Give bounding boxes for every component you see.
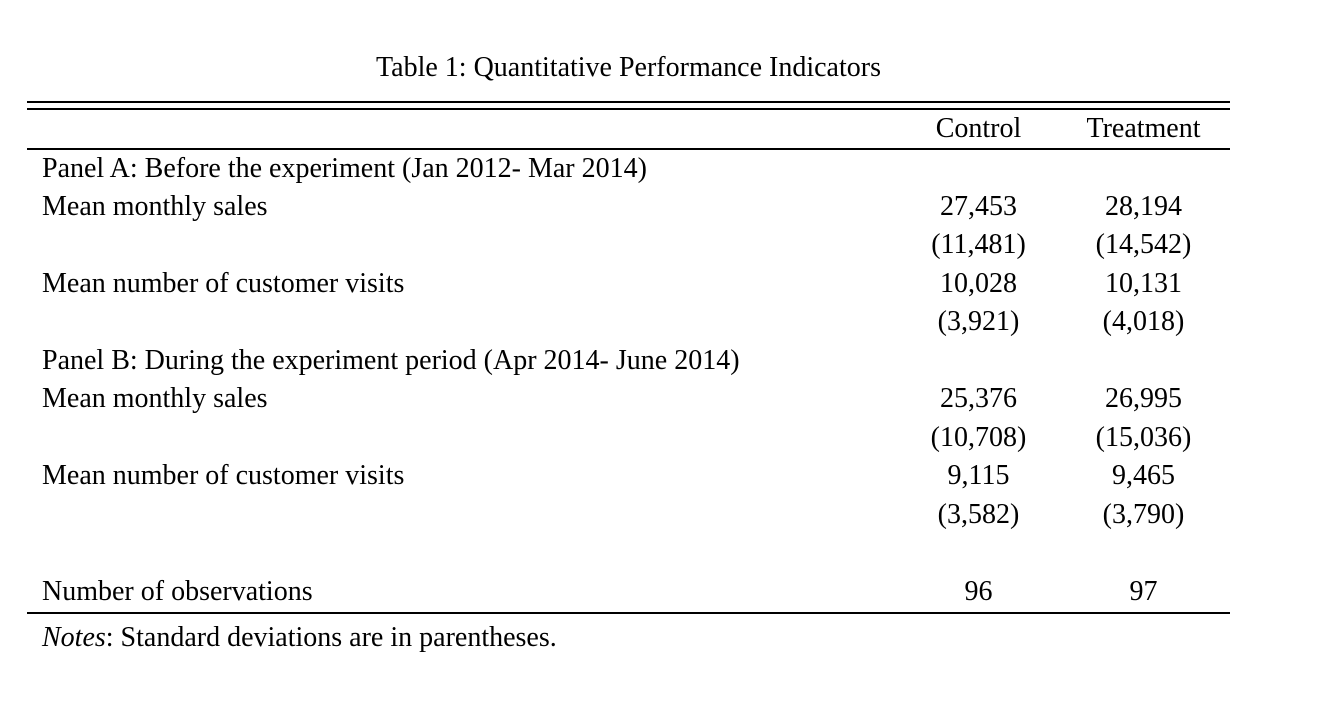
treatment-observations: 97 bbox=[1129, 576, 1158, 608]
row-label: Mean monthly sales bbox=[42, 383, 268, 415]
treatment-value: 26,995 bbox=[1105, 383, 1182, 415]
panel-b-header-row: Panel B: During the experiment period (A… bbox=[27, 342, 1230, 381]
performance-indicators-table: Control Treatment Panel A: Before the ex… bbox=[27, 110, 1230, 612]
treatment-sd-value: (14,542) bbox=[1095, 229, 1192, 261]
treatment-sd-value: (3,790) bbox=[1102, 498, 1185, 530]
observations-row: Number of observations 96 97 bbox=[27, 573, 1230, 612]
column-header-row: Control Treatment bbox=[27, 110, 1230, 150]
control-value: 10,028 bbox=[940, 267, 1017, 299]
row-label: Number of observations bbox=[42, 576, 313, 608]
treatment-value: 9,465 bbox=[1112, 460, 1175, 492]
row-label: Mean number of customer visits bbox=[42, 267, 405, 299]
panel-a-header-row: Panel A: Before the experiment (Jan 2012… bbox=[27, 149, 1230, 188]
control-observations: 96 bbox=[964, 576, 993, 608]
control-value: 25,376 bbox=[940, 383, 1017, 415]
row-label: Mean monthly sales bbox=[42, 190, 268, 222]
control-sd-value: (11,481) bbox=[931, 229, 1026, 261]
control-sd-value: (3,921) bbox=[937, 306, 1020, 338]
control-sd-value: (10,708) bbox=[930, 421, 1027, 453]
treatment-value: 10,131 bbox=[1105, 267, 1182, 299]
table-notes: Notes: Standard deviations are in parent… bbox=[27, 620, 1230, 656]
row-label bbox=[27, 419, 900, 458]
control-sd-value: (3,582) bbox=[937, 498, 1020, 530]
table-row-sd: (3,921) (4,018) bbox=[27, 303, 1230, 342]
row-label: Mean number of customer visits bbox=[42, 460, 405, 492]
treatment-sd-value: (4,018) bbox=[1102, 306, 1185, 338]
table-row: Mean number of customer visits 9,115 9,4… bbox=[27, 457, 1230, 496]
treatment-sd-value: (15,036) bbox=[1095, 421, 1192, 453]
notes-label: Notes bbox=[42, 621, 106, 653]
control-value: 9,115 bbox=[947, 460, 1010, 492]
notes-text: : Standard deviations are in parentheses… bbox=[105, 621, 557, 653]
row-label bbox=[27, 496, 900, 535]
row-label bbox=[27, 226, 900, 265]
column-header-treatment: Treatment bbox=[1057, 110, 1230, 150]
row-label bbox=[27, 303, 900, 342]
treatment-value: 28,194 bbox=[1105, 190, 1182, 222]
column-header-empty bbox=[27, 110, 900, 150]
table-caption: Table 1: Quantitative Performance Indica… bbox=[376, 52, 881, 83]
table-row: Mean monthly sales 27,453 28,194 bbox=[27, 188, 1230, 227]
panel-b-label: Panel B: During the experiment period (A… bbox=[42, 344, 740, 376]
table-row: Mean number of customer visits 10,028 10… bbox=[27, 265, 1230, 304]
table-row-sd: (10,708) (15,036) bbox=[27, 419, 1230, 458]
spacer-row bbox=[27, 534, 1230, 573]
table-container: Table 1: Quantitative Performance Indica… bbox=[27, 50, 1230, 656]
table-row-sd: (11,481) (14,542) bbox=[27, 226, 1230, 265]
column-header-control: Control bbox=[900, 110, 1057, 150]
control-value: 27,453 bbox=[940, 190, 1017, 222]
panel-a-label: Panel A: Before the experiment (Jan 2012… bbox=[42, 152, 647, 184]
top-double-rule bbox=[27, 101, 1230, 110]
table-row-sd: (3,582) (3,790) bbox=[27, 496, 1230, 535]
table-row: Mean monthly sales 25,376 26,995 bbox=[27, 380, 1230, 419]
bottom-rule bbox=[27, 611, 1230, 614]
